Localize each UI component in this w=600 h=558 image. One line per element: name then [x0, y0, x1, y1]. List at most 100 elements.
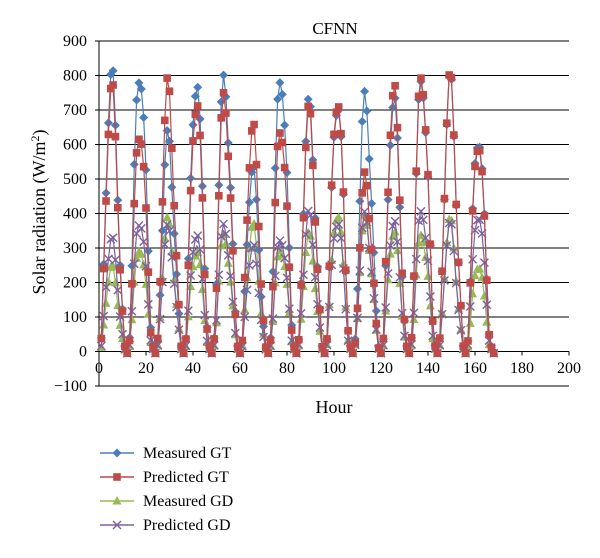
- data-point: [440, 194, 449, 203]
- data-point: [475, 146, 484, 155]
- y-tick-label: 300: [63, 240, 87, 257]
- y-axis-label-main: Solar radiation (W/m: [29, 142, 50, 295]
- data-point: [414, 92, 423, 101]
- y-tick-label: 500: [63, 171, 87, 188]
- data-point: [109, 81, 117, 89]
- data-point: [226, 194, 235, 202]
- data-point: [400, 331, 409, 341]
- data-point: [336, 233, 346, 243]
- y-tick-label: 400: [63, 206, 87, 223]
- data-point: [275, 236, 285, 246]
- legend-entry: Measured GD: [100, 493, 233, 510]
- data-point: [153, 334, 162, 343]
- data-point: [466, 279, 475, 287]
- data-point: [230, 328, 240, 338]
- data-point: [365, 214, 374, 223]
- data-point: [464, 337, 472, 345]
- data-point: [423, 271, 433, 280]
- data-point: [170, 201, 178, 210]
- data-point: [369, 293, 379, 303]
- x-tick-label: 120: [369, 360, 393, 377]
- data-point: [193, 82, 203, 92]
- data-point: [139, 237, 149, 247]
- data-point: [212, 284, 221, 292]
- data-point: [125, 336, 134, 345]
- data-point: [172, 269, 182, 279]
- data-point: [139, 162, 148, 171]
- data-point: [259, 316, 268, 325]
- data-point: [470, 270, 480, 280]
- data-point: [336, 227, 346, 236]
- legend: Measured GT Predicted GT Measured GD Predic…: [100, 445, 233, 534]
- data-point: [485, 330, 493, 339]
- data-point: [487, 343, 496, 352]
- data-point: [364, 154, 374, 164]
- data-point: [292, 349, 301, 358]
- y-tick-label: −100: [54, 378, 87, 395]
- data-point: [143, 246, 153, 256]
- data-point: [306, 109, 315, 118]
- data-point: [419, 90, 428, 99]
- data-point: [418, 237, 428, 246]
- data-point: [318, 343, 327, 351]
- data-point: [360, 86, 370, 96]
- data-point: [360, 168, 369, 176]
- data-point: [428, 317, 437, 325]
- data-point: [210, 335, 218, 343]
- data-point: [103, 118, 113, 128]
- data-point: [108, 233, 118, 243]
- data-point: [308, 240, 318, 250]
- data-point: [411, 254, 421, 264]
- data-point: [200, 270, 209, 279]
- data-point: [219, 219, 229, 229]
- data-point: [222, 109, 230, 117]
- y-tick-label: 100: [63, 309, 87, 326]
- data-point: [410, 272, 418, 280]
- data-point: [142, 204, 150, 212]
- data-point: [416, 230, 426, 239]
- data-point: [405, 349, 413, 358]
- data-point: [301, 247, 311, 256]
- data-point: [353, 313, 362, 323]
- data-point: [449, 246, 459, 256]
- data-point: [362, 106, 372, 116]
- data-point: [308, 256, 318, 265]
- data-point: [183, 306, 193, 316]
- data-point: [217, 114, 225, 122]
- data-point: [341, 304, 351, 314]
- data-point: [270, 163, 280, 173]
- data-point: [104, 130, 113, 139]
- data-point: [146, 328, 155, 337]
- data-point: [370, 279, 378, 288]
- data-point: [478, 167, 486, 176]
- data-point: [96, 341, 106, 351]
- data-point: [280, 163, 289, 172]
- data-point: [297, 281, 305, 289]
- data-point: [266, 336, 275, 345]
- x-tick-labels: 0 20 40 60 80 100 120 140 160 180 200: [95, 360, 581, 377]
- data-point: [240, 273, 249, 282]
- data-point: [169, 229, 179, 239]
- data-point: [447, 219, 456, 229]
- data-point: [276, 129, 284, 137]
- data-point: [108, 66, 118, 76]
- data-point: [233, 342, 242, 351]
- data-point: [284, 243, 294, 253]
- data-point: [144, 268, 153, 276]
- data-point: [195, 259, 205, 268]
- data-point: [245, 164, 254, 172]
- data-point: [262, 343, 270, 351]
- data-point: [329, 227, 339, 236]
- data-point: [443, 119, 451, 127]
- data-point: [110, 277, 120, 287]
- data-point: [189, 137, 197, 145]
- data-point: [421, 126, 430, 134]
- data-point: [315, 323, 325, 332]
- data-point: [454, 258, 463, 267]
- data-point: [97, 334, 106, 343]
- data-point: [182, 335, 190, 343]
- data-point: [255, 222, 263, 231]
- data-point: [320, 349, 329, 358]
- data-point: [324, 302, 334, 312]
- data-point: [130, 199, 139, 208]
